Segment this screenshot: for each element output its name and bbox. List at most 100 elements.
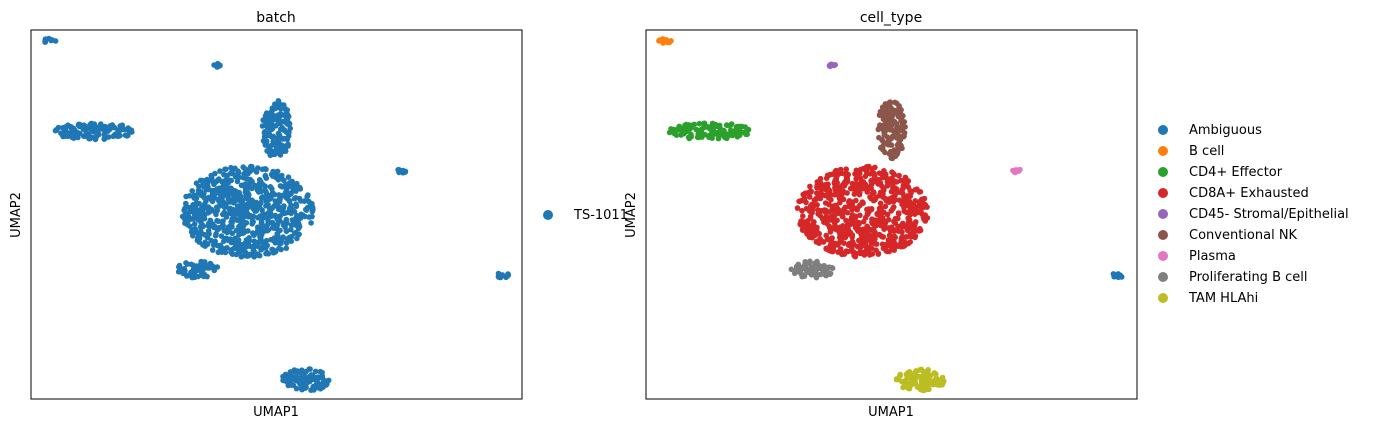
scatter-point [306,378,313,385]
scatter-point [842,204,848,211]
scatter-point [256,177,263,183]
scatter-point [837,166,844,173]
scatter-point [42,39,48,45]
scatter-point [226,177,233,184]
scatter-point [817,236,823,242]
scatter-point [807,213,814,220]
scatter-point [860,242,866,248]
scatter-point [221,201,228,208]
scatter-point [237,213,244,219]
scatter-point [225,237,232,244]
scatter-point [868,178,874,184]
scatter-point [697,131,704,137]
scatter-point [844,175,851,182]
scatter-point [222,227,228,233]
scatter-point [853,176,859,182]
scatter-point [873,195,879,201]
scatter-point [862,173,869,180]
scatter-point [742,124,748,130]
scatter-point [288,222,295,228]
scatter-point [308,372,315,378]
legend-label: Plasma [1189,249,1236,264]
scatter-point [276,238,282,244]
scatter-point [302,213,308,220]
scatter-point [905,184,912,190]
scatter-point [62,124,69,130]
scatter-point [301,198,308,204]
scatter-point [215,218,222,225]
scatter-point [52,127,59,134]
scatter-point [214,64,220,70]
scatter-point [793,266,800,273]
scatter-point [842,231,849,237]
scatter-point [728,121,735,127]
scatter-point [676,123,682,130]
scatter-point [822,200,829,206]
scatter-point [914,186,920,192]
scatter-point [252,240,259,247]
scatter-point [251,248,257,255]
scatter-point [877,189,884,196]
scatter-point [892,110,899,116]
scatter-point [88,126,94,133]
scatter-point [827,237,834,244]
scatter-point [402,169,409,175]
scatter-point [808,188,814,195]
scatter-point [288,377,295,384]
scatter-point [908,233,914,240]
scatter-point [307,366,313,372]
scatter-point [877,200,884,207]
legend-swatch [1158,125,1168,135]
scatter-point [884,183,891,189]
scatter-point [907,239,913,245]
scatter-point [817,212,824,219]
scatter-point [810,220,817,227]
scatter-point [685,134,692,141]
scatter-point [288,202,294,209]
axes-frame-batch [30,29,523,400]
scatter-point [110,133,116,140]
scatter-point [291,367,298,373]
scatter-point [119,122,126,128]
scatter-point [851,252,857,259]
scatter-point [894,186,900,192]
scatter-point [257,234,263,240]
scatter-point [278,206,284,213]
scatter-point [270,213,277,219]
scatter-point [881,116,888,122]
scatter-point [263,175,270,181]
scatter-point [908,207,914,213]
scatter-point [882,203,889,210]
scatter-point [806,260,812,267]
scatter-point [208,208,215,214]
scatter-point [900,113,906,119]
scatter-point [124,133,130,139]
scatter-point [109,122,115,129]
scatter-point [221,210,228,216]
scatter-point [219,178,225,185]
scatter-point [276,120,282,127]
scatter-point [1118,273,1124,280]
scatter-point [855,183,861,189]
scatter-point [270,249,277,256]
scatter-point [914,373,920,380]
scatter-point [245,171,251,177]
scatter-point [912,211,918,217]
scatter-point [303,206,309,213]
scatter-point [193,209,199,215]
scatter-point [864,166,871,172]
scatter-point [280,220,286,226]
scatter-point [277,152,284,158]
scatter-point [839,190,846,197]
scatter-point [275,99,282,106]
scatter-point [888,208,894,214]
scatter-point [840,223,846,229]
scatter-point [884,243,890,249]
scatter-point [226,206,232,212]
scatter-point [105,134,112,140]
scatter-point [285,113,292,120]
scatter-point [882,105,889,112]
legend-swatch [1158,167,1168,177]
scatter-point [684,127,691,133]
